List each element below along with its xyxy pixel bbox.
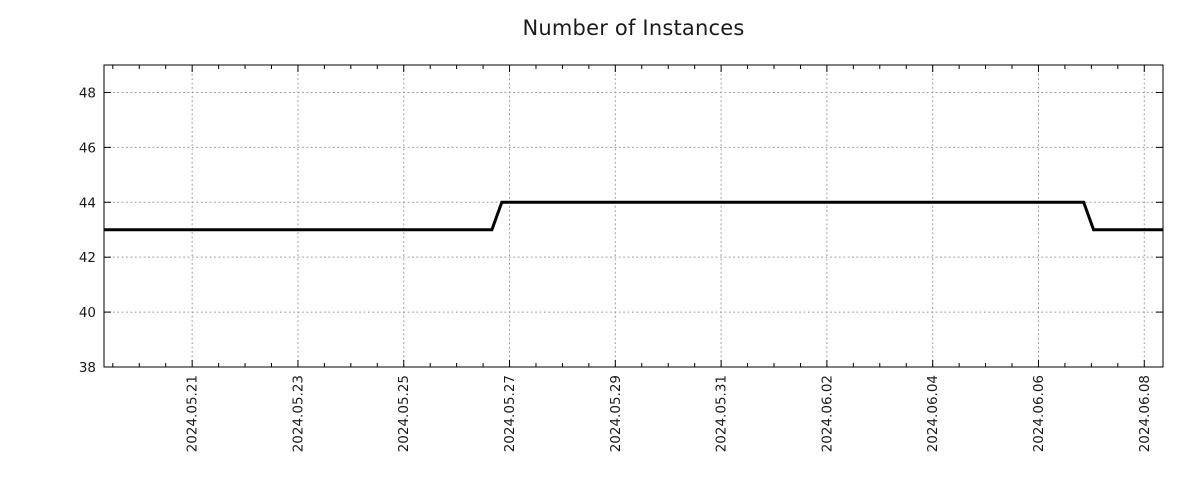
svg-text:2024.06.06: 2024.06.06 — [1031, 375, 1047, 452]
svg-text:2024.05.27: 2024.05.27 — [502, 375, 518, 452]
svg-text:42: 42 — [79, 250, 96, 266]
svg-text:2024.06.02: 2024.06.02 — [819, 375, 835, 452]
chart-title: Number of Instances — [522, 16, 745, 40]
svg-text:2024.05.21: 2024.05.21 — [185, 375, 201, 452]
svg-text:2024.06.04: 2024.06.04 — [925, 375, 941, 452]
svg-text:48: 48 — [79, 85, 96, 101]
svg-text:2024.05.31: 2024.05.31 — [714, 375, 730, 452]
svg-text:46: 46 — [79, 140, 96, 156]
svg-text:2024.06.08: 2024.06.08 — [1137, 375, 1153, 452]
svg-text:2024.05.25: 2024.05.25 — [396, 375, 412, 452]
svg-text:44: 44 — [79, 195, 96, 211]
svg-text:2024.05.23: 2024.05.23 — [290, 375, 306, 452]
svg-text:38: 38 — [79, 360, 96, 376]
svg-text:40: 40 — [79, 305, 96, 321]
svg-text:2024.05.29: 2024.05.29 — [608, 375, 624, 452]
